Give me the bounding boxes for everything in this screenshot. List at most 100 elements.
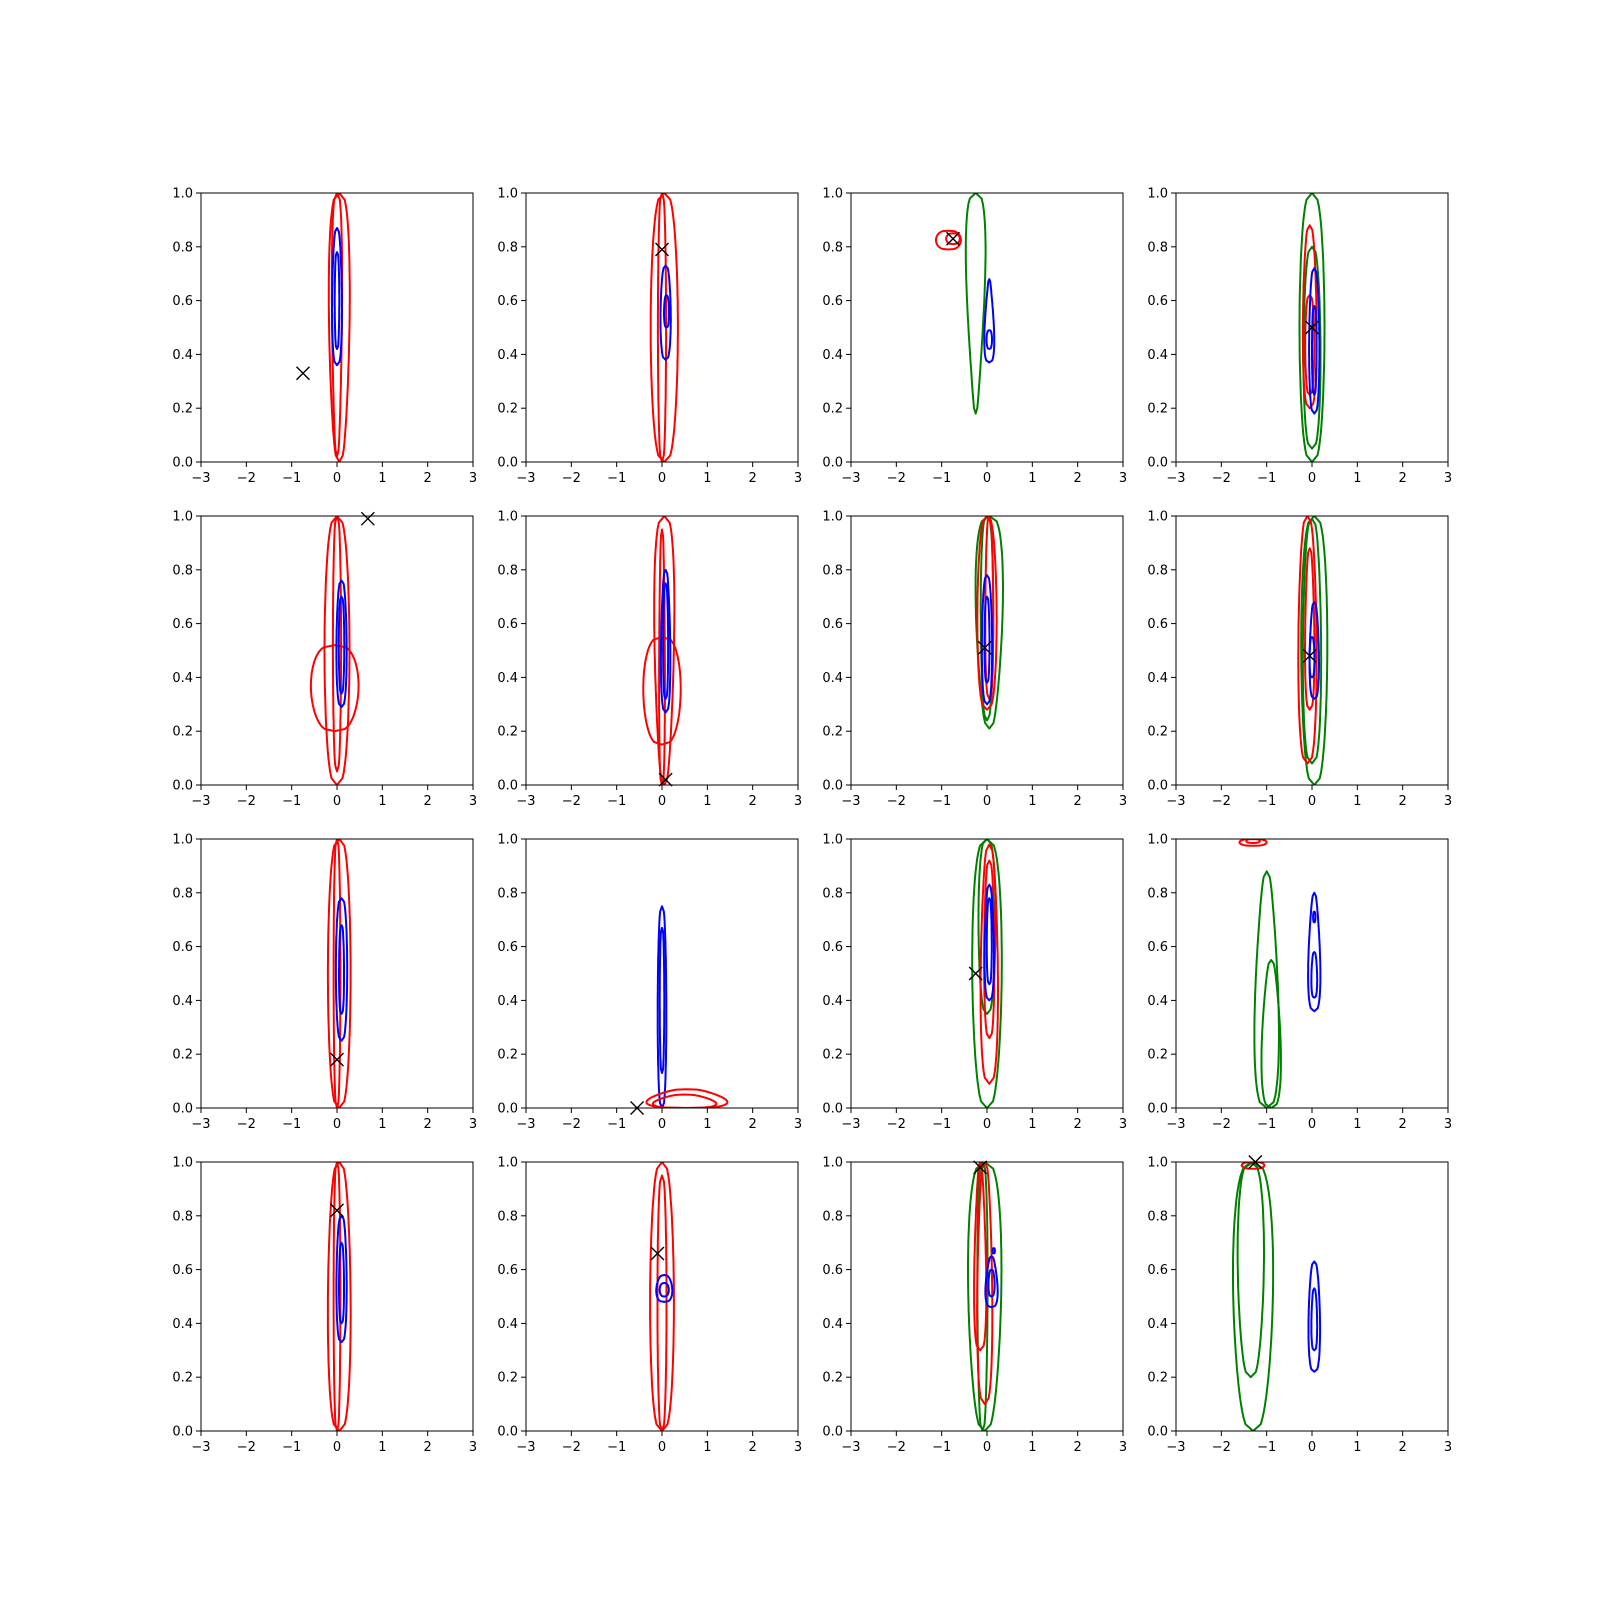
blue-contour: [662, 582, 670, 700]
contour-group: [971, 839, 1003, 1108]
x-tick-label: −2: [887, 471, 906, 486]
x-tick-label: −1: [282, 1117, 301, 1132]
x-tick-label: 3: [794, 794, 802, 809]
contour-group: [974, 516, 1004, 730]
panel-2-1: −3 −2 −1 0 1 2 3 0.0 0.2 0.4 0.6 0.8 1.0: [172, 510, 477, 810]
y-tick-label: 0.2: [822, 402, 843, 417]
blue-contour: [1310, 1287, 1319, 1352]
y-tick-label: 1.0: [497, 510, 518, 525]
panel-1-3: −3 −2 −1 0 1 2 3 0.0 0.2 0.4 0.6 0.8 1.0: [822, 187, 1127, 487]
x-marker: [655, 242, 669, 257]
y-tick-label: 0.6: [497, 1263, 518, 1278]
x-tick-label: 1: [1353, 1117, 1361, 1132]
contour-group: [645, 905, 729, 1108]
y-tick-label: 0.4: [1147, 1317, 1168, 1332]
x-marker: [1305, 320, 1319, 335]
x-tick-label: 0: [333, 1440, 341, 1455]
x-tick-label: −3: [841, 1117, 860, 1132]
x-tick-label: 3: [1444, 794, 1452, 809]
x-tick-label: −1: [282, 471, 301, 486]
y-tick-label: 0.8: [1147, 563, 1168, 578]
blue-contour: [1307, 891, 1322, 1013]
x-tick-label: 3: [469, 1440, 477, 1455]
blue-contour: [656, 905, 668, 1108]
blue-contour: [991, 1247, 996, 1255]
y-tick-label: 0.0: [822, 779, 843, 794]
red-contour: [649, 193, 679, 462]
x-tick-label: 0: [658, 1440, 666, 1455]
x-tick-label: 1: [1353, 471, 1361, 486]
x-tick-label: 3: [794, 471, 802, 486]
x-tick-label: −3: [191, 794, 210, 809]
panel-4-3: −3 −2 −1 0 1 2 3 0.0 0.2 0.4 0.6 0.8 1.0: [822, 1156, 1127, 1456]
y-tick-label: 1.0: [172, 187, 193, 202]
y-tick-label: 0.4: [172, 348, 193, 363]
y-tick-label: 0.0: [497, 1102, 518, 1117]
x-marker: [1302, 648, 1317, 663]
x-tick-label: 2: [424, 1117, 432, 1132]
y-tick-label: 0.4: [1147, 994, 1168, 1009]
blue-contour: [1308, 636, 1316, 679]
x-tick-label: −1: [932, 1440, 951, 1455]
blue-contour: [655, 1274, 674, 1303]
x-tick-label: −1: [932, 794, 951, 809]
red-contour: [645, 1088, 729, 1108]
x-tick-label: −2: [237, 1440, 256, 1455]
y-tick-label: 0.6: [497, 617, 518, 632]
x-marker: [360, 511, 375, 526]
x-tick-label: −3: [516, 794, 535, 809]
x-tick-label: 1: [378, 471, 386, 486]
contour-group: [1238, 839, 1322, 1108]
red-contour: [326, 839, 352, 1108]
green-contour: [1253, 870, 1280, 1108]
red-contour: [323, 516, 351, 785]
blue-contour: [658, 926, 666, 1074]
x-tick-label: 1: [703, 1117, 711, 1132]
x-tick-label: −3: [191, 471, 210, 486]
y-tick-label: 0.8: [1147, 886, 1168, 901]
y-tick-label: 0.4: [172, 994, 193, 1009]
x-marker: [1248, 1155, 1263, 1169]
x-tick-label: 2: [749, 794, 757, 809]
y-tick-label: 0.2: [497, 1048, 518, 1063]
x-tick-label: 3: [794, 1440, 802, 1455]
x-tick-label: −1: [607, 794, 626, 809]
y-tick-label: 0.6: [172, 1263, 193, 1278]
y-tick-label: 0.0: [172, 779, 193, 794]
blue-contour: [983, 595, 991, 684]
x-tick-label: 0: [983, 1440, 991, 1455]
x-tick-label: 3: [469, 1117, 477, 1132]
y-tick-label: 0.0: [172, 1425, 193, 1440]
x-tick-label: −2: [562, 1440, 581, 1455]
y-tick-label: 0.2: [822, 725, 843, 740]
green-contour: [1301, 517, 1323, 765]
y-tick-label: 0.6: [497, 294, 518, 309]
panel-3-3: −3 −2 −1 0 1 2 3 0.0 0.2 0.4 0.6 0.8 1.0: [822, 833, 1127, 1133]
x-tick-label: 3: [1119, 1117, 1127, 1132]
red-contour: [330, 193, 344, 458]
x-tick-label: 3: [1444, 471, 1452, 486]
red-contour: [1238, 839, 1268, 847]
x-tick-label: −2: [1212, 794, 1231, 809]
y-tick-label: 0.0: [1147, 779, 1168, 794]
contour-group: [1232, 1162, 1322, 1431]
y-tick-label: 1.0: [497, 1156, 518, 1171]
x-tick-label: −1: [1257, 1440, 1276, 1455]
y-tick-label: 0.2: [172, 725, 193, 740]
x-tick-label: −3: [841, 794, 860, 809]
x-tick-label: 0: [658, 471, 666, 486]
x-tick-label: −1: [607, 471, 626, 486]
x-marker: [658, 772, 673, 787]
red-contour: [656, 1174, 668, 1431]
y-tick-label: 0.6: [172, 940, 193, 955]
y-tick-label: 0.4: [497, 348, 518, 363]
blue-contour: [333, 251, 341, 350]
y-tick-label: 0.4: [822, 671, 843, 686]
x-tick-label: −3: [1166, 471, 1185, 486]
panel-1-1: −3 −2 −1 0 1 2 3 0.0 0.2 0.4 0.6 0.8 1.0: [172, 187, 477, 487]
y-tick-label: 0.4: [497, 1317, 518, 1332]
x-tick-label: 0: [1308, 1440, 1316, 1455]
contour-group: [1297, 516, 1329, 785]
y-tick-label: 0.8: [497, 886, 518, 901]
red-contour: [656, 193, 668, 462]
